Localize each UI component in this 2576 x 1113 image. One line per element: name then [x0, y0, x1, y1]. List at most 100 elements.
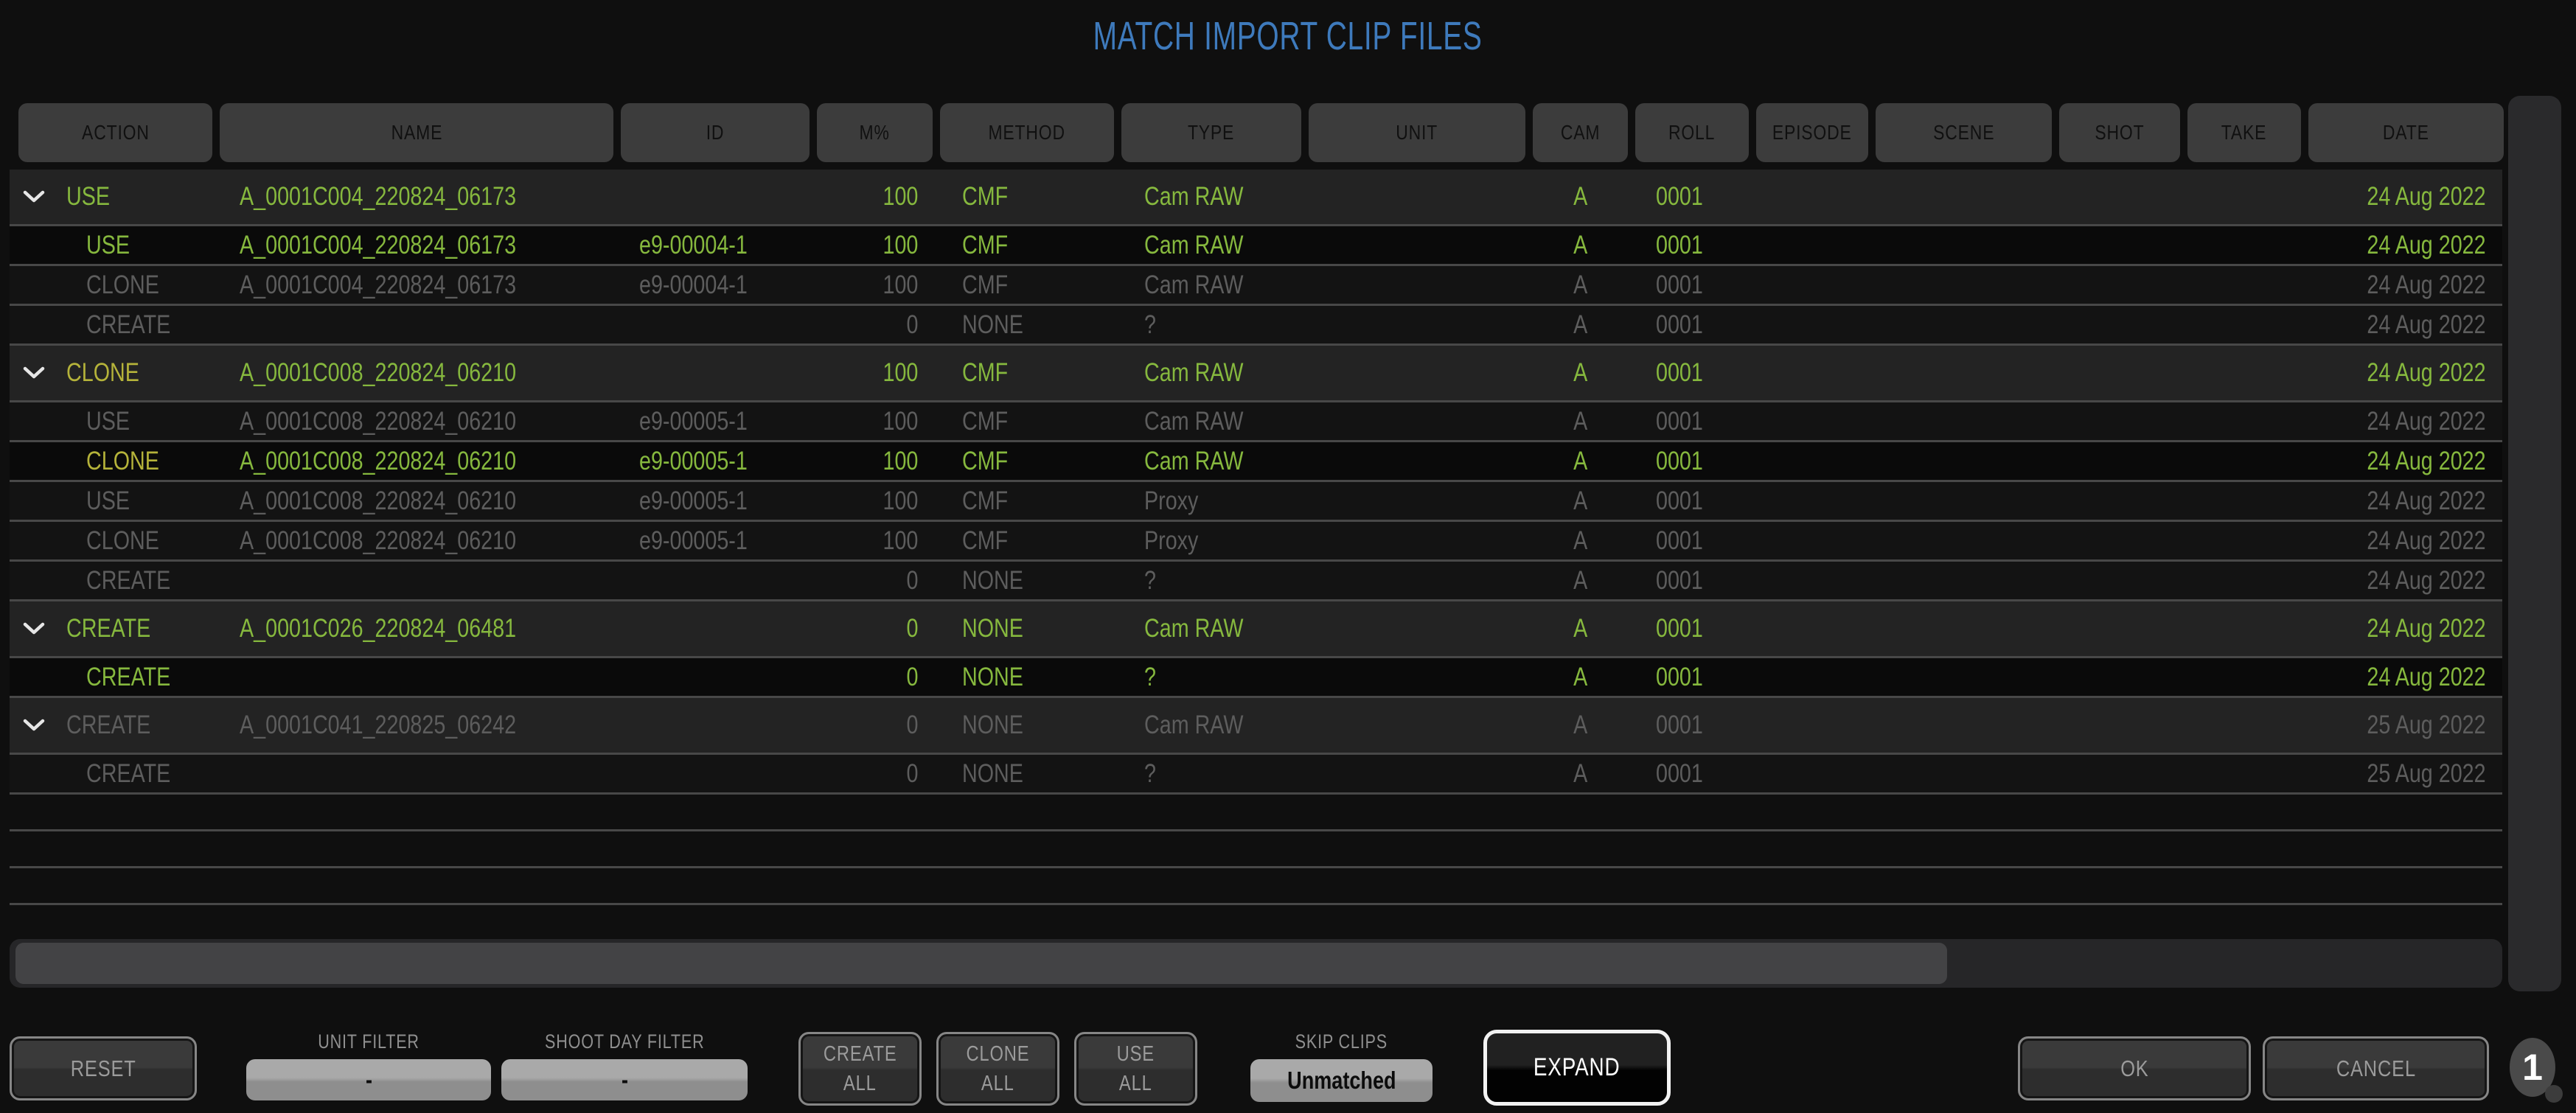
cell-episode — [1756, 698, 1868, 753]
clone-all-button[interactable]: CLONE ALL — [936, 1032, 1059, 1106]
column-header-name[interactable]: NAME — [220, 103, 613, 162]
cell-type: Cam RAW — [1144, 230, 1244, 259]
cell-action: USE — [66, 182, 111, 211]
column-header-method[interactable]: METHOD — [940, 103, 1114, 162]
chevron-down-icon[interactable] — [22, 366, 46, 380]
cell-scene — [1876, 266, 2052, 304]
cell-method: CMF — [962, 406, 1009, 436]
horizontal-scrollbar[interactable] — [10, 939, 2502, 988]
column-header-type[interactable]: TYPE — [1121, 103, 1301, 162]
cell-shot — [2059, 266, 2180, 304]
table-row-child[interactable]: CLONE A_0001C008_220824_06210 e9-00005-1 10… — [10, 522, 2502, 562]
table-row-child[interactable]: USE A_0001C008_220824_06210 e9-00005-1 100 C… — [10, 482, 2502, 522]
cell-take — [2187, 170, 2301, 224]
cell-method: CMF — [962, 446, 1009, 475]
cell-type: Cam RAW — [1144, 406, 1244, 436]
cell-action: CLONE — [86, 270, 159, 299]
cancel-button[interactable]: CANCEL — [2263, 1036, 2489, 1100]
cell-m: 0 — [906, 662, 918, 691]
column-header-cam[interactable]: CAM — [1533, 103, 1628, 162]
cell-take — [2187, 442, 2301, 480]
column-header-id[interactable]: ID — [621, 103, 810, 162]
shoot-day-filter-dropdown[interactable]: - — [501, 1059, 748, 1100]
notes-badge[interactable]: 1 — [2510, 1038, 2555, 1097]
cell-name: A_0001C004_220824_06173 — [240, 230, 517, 259]
table-row-child[interactable]: CLONE A_0001C004_220824_06173 e9-00004-1 10… — [10, 266, 2502, 306]
unit-filter-dropdown[interactable]: - — [246, 1059, 491, 1100]
cell-action: CLONE — [66, 358, 139, 387]
vertical-scrollbar[interactable] — [2508, 96, 2561, 991]
cell-m: 100 — [883, 406, 918, 436]
cell-m: 0 — [906, 711, 918, 739]
create-all-button[interactable]: CREATE ALL — [798, 1032, 922, 1106]
cell-action: CREATE — [86, 758, 171, 788]
column-header-shot[interactable]: SHOT — [2059, 103, 2180, 162]
column-header-m[interactable]: M% — [817, 103, 933, 162]
column-header-take[interactable]: TAKE — [2187, 103, 2301, 162]
expand-button[interactable]: EXPAND — [1483, 1030, 1671, 1106]
cell-episode — [1756, 170, 1868, 224]
table-row-child[interactable]: CLONE A_0001C008_220824_06210 e9-00005-1 10… — [10, 442, 2502, 482]
ok-button[interactable]: OK — [2018, 1036, 2251, 1100]
cell-m: 100 — [883, 358, 918, 387]
cell-method: CMF — [962, 230, 1009, 259]
table-row-parent[interactable]: CREATE A_0001C041_220825_06242 0 NONE Cam RA… — [10, 698, 2502, 755]
cell-date: 25 Aug 2022 — [2367, 711, 2486, 739]
cell-unit — [1309, 698, 1525, 753]
column-header-unit[interactable]: UNIT — [1309, 103, 1525, 162]
cell-type: Proxy — [1144, 526, 1199, 555]
cell-cam: A — [1573, 230, 1588, 259]
cell-scene — [1876, 170, 2052, 224]
cell-name — [220, 306, 613, 343]
column-header-action[interactable]: ACTION — [18, 103, 212, 162]
cell-type: Cam RAW — [1144, 358, 1244, 387]
cell-action: CREATE — [66, 614, 151, 643]
cell-episode — [1756, 346, 1868, 400]
table-row-parent[interactable]: CREATE A_0001C026_220824_06481 0 NONE Cam RA… — [10, 601, 2502, 658]
table-row-child[interactable]: CREATE 0 NONE? A 0001 24 Aug 2022 — [10, 658, 2502, 698]
chevron-down-icon[interactable] — [22, 621, 46, 636]
cell-shot — [2059, 346, 2180, 400]
cell-roll: 0001 — [1656, 182, 1703, 211]
cell-cam: A — [1573, 182, 1588, 211]
cell-id: e9-00005-1 — [639, 446, 748, 475]
cell-shot — [2059, 522, 2180, 559]
cell-cam: A — [1573, 565, 1588, 595]
chevron-down-icon[interactable] — [22, 718, 46, 733]
horizontal-scrollbar-thumb[interactable] — [15, 943, 1947, 984]
cell-episode — [1756, 522, 1868, 559]
cell-episode — [1756, 658, 1868, 696]
cell-scene — [1876, 601, 2052, 656]
use-all-button[interactable]: USE ALL — [1074, 1032, 1197, 1106]
table-row-child[interactable]: CREATE 0 NONE? A 0001 24 Aug 2022 — [10, 562, 2502, 601]
cell-id: e9-00004-1 — [639, 230, 748, 259]
table-row-parent[interactable]: CLONE A_0001C008_220824_06210 100 CMF Cam RA… — [10, 346, 2502, 402]
cell-method: CMF — [962, 486, 1009, 515]
cell-action: USE — [86, 230, 130, 259]
cell-m: 100 — [883, 446, 918, 475]
cell-action: CLONE — [86, 526, 159, 555]
reset-button[interactable]: RESET — [10, 1036, 197, 1100]
column-header-date[interactable]: DATE — [2308, 103, 2504, 162]
cell-method: CMF — [962, 526, 1009, 555]
cell-shot — [2059, 601, 2180, 656]
cell-scene — [1876, 346, 2052, 400]
cell-date: 24 Aug 2022 — [2367, 182, 2486, 211]
cell-id: e9-00005-1 — [639, 406, 748, 436]
cell-unit — [1309, 306, 1525, 343]
table-row-child[interactable]: USE A_0001C004_220824_06173 e9-00004-1 100 C… — [10, 226, 2502, 266]
table-row-empty — [10, 795, 2502, 831]
cell-unit — [1309, 522, 1525, 559]
table-row-parent[interactable]: USE A_0001C004_220824_06173 100 CMF Cam RAW A… — [10, 170, 2502, 226]
table-row-child[interactable]: USE A_0001C008_220824_06210 e9-00005-1 100 C… — [10, 402, 2502, 442]
column-header-roll[interactable]: ROLL — [1635, 103, 1749, 162]
skip-clips-dropdown[interactable]: Unmatched — [1250, 1059, 1433, 1102]
table-row-child[interactable]: CREATE 0 NONE? A 0001 25 Aug 2022 — [10, 755, 2502, 795]
cell-shot — [2059, 698, 2180, 753]
cell-name: A_0001C041_220825_06242 — [240, 711, 517, 739]
table-row-child[interactable]: CREATE 0 NONE? A 0001 24 Aug 2022 — [10, 306, 2502, 346]
column-header-scene[interactable]: SCENE — [1876, 103, 2052, 162]
cell-take — [2187, 601, 2301, 656]
chevron-down-icon[interactable] — [22, 189, 46, 204]
column-header-episode[interactable]: EPISODE — [1756, 103, 1868, 162]
